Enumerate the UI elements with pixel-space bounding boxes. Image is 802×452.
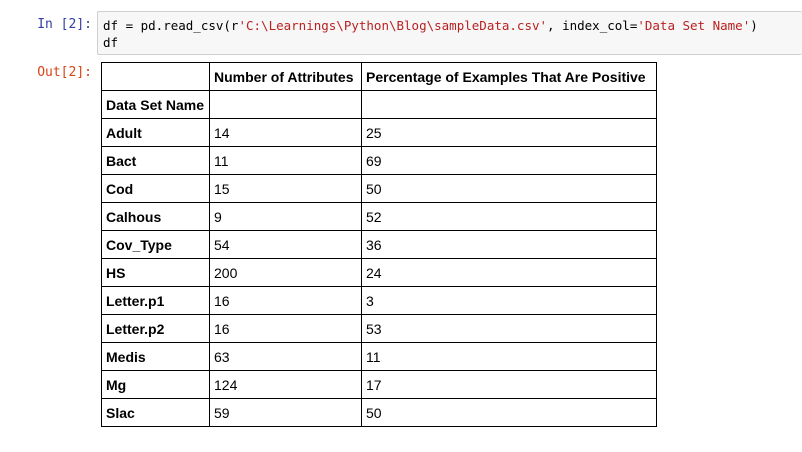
- cell-number-of-attributes: 16: [209, 286, 362, 315]
- cell-percentage-positive: 69: [361, 146, 657, 175]
- row-index-label: Bact: [101, 146, 210, 175]
- cell-percentage-positive: 3: [361, 286, 657, 315]
- input-prompt: In [2]:: [37, 17, 92, 32]
- cell-percentage-positive: 53: [361, 314, 657, 343]
- row-index-label: Mg: [101, 370, 210, 399]
- code-string-path: 'C:\Learnings\Python\Blog\sampleData.csv…: [238, 18, 548, 33]
- code-token: , index_col=: [547, 18, 638, 33]
- code-line-2: df: [103, 35, 119, 50]
- table-row: Mg 124 17: [101, 370, 657, 399]
- cell-percentage-positive: 36: [361, 230, 657, 259]
- cell-percentage-positive: 52: [361, 202, 657, 231]
- table-row: Letter.p1 16 3: [101, 286, 657, 315]
- cell-number-of-attributes: 11: [209, 146, 362, 175]
- code-token: df = pd.read_csv(r: [103, 18, 239, 33]
- output-prompt: Out[2]:: [37, 65, 92, 80]
- cell-percentage-positive: 11: [361, 342, 657, 371]
- cell-number-of-attributes: 9: [209, 202, 362, 231]
- row-index-label: HS: [101, 258, 210, 287]
- row-index-label: Letter.p1: [101, 286, 210, 315]
- cell-percentage-positive: 25: [361, 118, 657, 147]
- table-row: Bact 11 69: [101, 146, 657, 175]
- table-row: Slac 59 50: [101, 398, 657, 427]
- cell-percentage-positive: 50: [361, 174, 657, 203]
- table-row: Cov_Type 54 36: [101, 230, 657, 259]
- row-index-label: Calhous: [101, 202, 210, 231]
- row-index-label: Slac: [101, 398, 210, 427]
- index-name-header: Data Set Name: [101, 90, 210, 119]
- row-index-label: Letter.p2: [101, 314, 210, 343]
- row-index-label: Cov_Type: [101, 230, 210, 259]
- column-header-number-of-attributes: Number of Attributes: [209, 62, 362, 91]
- cell-number-of-attributes: 63: [209, 342, 362, 371]
- table-body: Adult 14 25 Bact 11 69 Cod 15 50 Calhous 9 52 Cov_Ty…: [101, 118, 657, 427]
- cell-number-of-attributes: 15: [209, 174, 362, 203]
- cell-percentage-positive: 17: [361, 370, 657, 399]
- column-header-blank: [101, 62, 210, 91]
- cell-number-of-attributes: 14: [209, 118, 362, 147]
- index-name-row: Data Set Name: [101, 90, 657, 119]
- table-row: Adult 14 25: [101, 118, 657, 147]
- code-string-index-col: 'Data Set Name': [637, 18, 751, 33]
- cell-percentage-positive: 50: [361, 398, 657, 427]
- index-name-empty-cell: [361, 90, 657, 119]
- table-row: Medis 63 11: [101, 342, 657, 371]
- table-row: Letter.p2 16 53: [101, 314, 657, 343]
- cell-number-of-attributes: 59: [209, 398, 362, 427]
- table-row: HS 200 24: [101, 258, 657, 287]
- index-name-empty-cell: [209, 90, 362, 119]
- code-line-1: df = pd.read_csv(r'C:\Learnings\Python\B…: [103, 17, 802, 34]
- row-index-label: Adult: [101, 118, 210, 147]
- cell-number-of-attributes: 16: [209, 314, 362, 343]
- table-header-row: Number of Attributes Percentage of Examp…: [101, 62, 657, 91]
- code-cell-input[interactable]: df = pd.read_csv(r'C:\Learnings\Python\B…: [97, 11, 802, 55]
- dataframe-table: Number of Attributes Percentage of Examp…: [101, 62, 657, 427]
- table-row: Calhous 9 52: [101, 202, 657, 231]
- column-header-percentage-positive: Percentage of Examples That Are Positive: [361, 62, 657, 91]
- row-index-label: Medis: [101, 342, 210, 371]
- row-index-label: Cod: [101, 174, 210, 203]
- cell-number-of-attributes: 124: [209, 370, 362, 399]
- table-row: Cod 15 50: [101, 174, 657, 203]
- cell-number-of-attributes: 200: [209, 258, 362, 287]
- cell-percentage-positive: 24: [361, 258, 657, 287]
- code-token: ): [750, 18, 758, 33]
- cell-number-of-attributes: 54: [209, 230, 362, 259]
